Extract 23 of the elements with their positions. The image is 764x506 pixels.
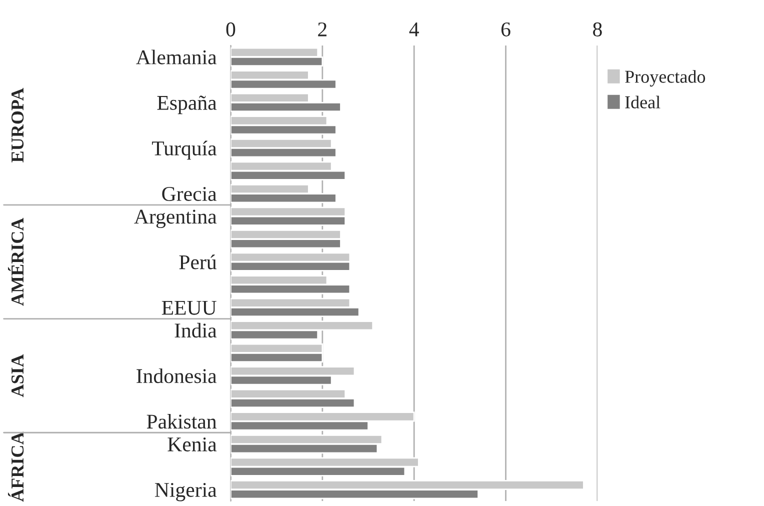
x-tick-label: 4 xyxy=(409,22,419,36)
y-tick-label: Argentina xyxy=(134,210,217,228)
y-tick-label: EEUU xyxy=(162,300,216,315)
y-tick-label: España xyxy=(157,96,217,114)
x-tick-label: 2 xyxy=(318,22,326,36)
y-tick-label: Kenia xyxy=(168,437,217,452)
text: AMÉRICA xyxy=(8,218,24,306)
y-tick-label: Pakistan xyxy=(146,414,217,429)
y-tick-label: India xyxy=(174,322,217,338)
x-tick-label: 0 xyxy=(226,22,236,36)
text: EUROPA xyxy=(11,88,24,162)
legend-label: Ideal xyxy=(625,96,660,108)
y-tick-label: Nigeria xyxy=(154,482,217,502)
y-tick-label: Indonesia xyxy=(136,368,217,384)
x-tick-label: 6 xyxy=(501,22,510,36)
text: ASIA xyxy=(11,354,24,398)
legend-label: Proyectado xyxy=(625,70,706,87)
text: ÁFRICA xyxy=(8,432,24,502)
y-tick-label: Perú xyxy=(179,254,216,270)
y-tick-label: Grecia xyxy=(162,186,217,201)
y-tick-label: Turquía xyxy=(152,140,217,160)
y-tick-label: Alemania xyxy=(136,50,217,64)
x-tick-label: 8 xyxy=(593,22,602,36)
